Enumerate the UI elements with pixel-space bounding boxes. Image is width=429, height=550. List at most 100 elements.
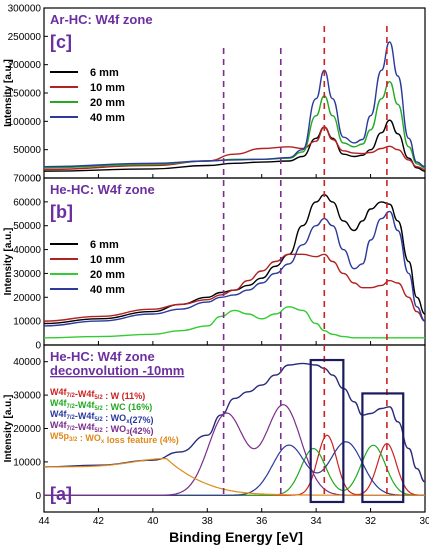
component-label-part: 5/2	[94, 406, 103, 412]
component-label-part: 7/2	[67, 393, 76, 399]
component-label-part: loss feature (4%)	[104, 435, 179, 445]
series-line-2	[44, 306, 425, 339]
component-label-part: 7/2	[67, 415, 76, 421]
y-tick-label: 0	[35, 491, 41, 502]
highlight-boxes-group	[309, 358, 405, 504]
component-label-part: (42%)	[130, 426, 154, 436]
y-tick-label: 30000	[13, 269, 41, 280]
series-line-1	[44, 126, 425, 171]
legend-label: 10 mm	[90, 254, 125, 266]
component-label-part: x	[126, 419, 130, 425]
y-tick-label: 20000	[13, 424, 41, 435]
highlight-box	[361, 392, 405, 504]
component-label-part: 7/2	[67, 426, 76, 432]
component-label-3: W4f7/2-W4f5/2 : WO3(42%)	[50, 420, 154, 436]
component-label-part: : WO	[77, 433, 101, 443]
y-tick-label: 60000	[13, 197, 41, 208]
highlight-box	[309, 358, 345, 504]
y-tick-label: 20000	[13, 293, 41, 304]
component-label-part: W4f	[50, 398, 68, 408]
x-tick-label: 34	[311, 516, 323, 527]
component-label-part: W4f	[50, 387, 68, 397]
y-tick-label: 10000	[13, 457, 41, 468]
series-line-0	[44, 362, 425, 483]
x-tick-label: 30	[419, 516, 429, 527]
component-label-part: : WC (16%)	[103, 402, 153, 412]
component-label-part: (27%)	[130, 415, 154, 425]
component-label-part: : WO	[103, 424, 127, 434]
panel-a: 0 10000 20000 30000 40000 Intensity [a.u.] He-…	[3, 344, 426, 513]
y-axis-label: Intensity [a.u.]	[3, 395, 14, 463]
y-tick-label: 200000	[8, 60, 42, 71]
panel-title: He-HC: W4f zone	[50, 182, 155, 197]
component-label-4: W5p3/2 : WOx loss feature (4%)	[50, 431, 179, 445]
legend-label: 6 mm	[90, 67, 119, 79]
x-tick-label: 40	[147, 516, 159, 527]
x-tick-label: 38	[202, 516, 214, 527]
legend-label: 10 mm	[90, 82, 125, 94]
series-line-0	[44, 119, 425, 172]
y-tick-label: 0	[35, 341, 41, 352]
component-label-part: -W4f	[75, 411, 95, 421]
panel-b: 0 10000 20000 30000 40000 50000 60000 70000 Inte…	[3, 174, 426, 352]
y-tick-label: 50000	[13, 221, 41, 232]
panel-title: Ar-HC: W4f zone	[50, 12, 153, 27]
series-line-3	[44, 41, 425, 168]
component-label-part: 7/2	[67, 404, 76, 410]
component-label-part: x	[101, 439, 105, 445]
y-tick-label: 250000	[8, 32, 42, 43]
plot-area	[44, 41, 425, 172]
legend-label: 20 mm	[90, 269, 125, 281]
x-axis: 44 42 40 38 36 34 32 30	[38, 174, 429, 527]
y-tick-label: 0	[35, 174, 41, 185]
legend-label: 6 mm	[90, 239, 119, 251]
y-tick-label: 40000	[13, 245, 41, 256]
component-label-1: W4f7/2-W4f5/2 : WC (16%)	[50, 398, 152, 412]
component-label-part: : WO	[103, 413, 127, 423]
panel-letter: [a]	[50, 484, 72, 504]
y-axis-label: Intensity [a.u.]	[3, 228, 14, 296]
component-label-part: 3	[126, 430, 130, 436]
panel-letter: [b]	[50, 202, 73, 222]
y-tick-label: 100000	[8, 117, 42, 128]
reference-lines-group	[222, 26, 388, 498]
component-label-part: W4f	[50, 409, 68, 419]
legend-label: 40 mm	[90, 284, 125, 296]
component-label-part: -W4f	[75, 400, 95, 410]
component-label-part: 5/2	[94, 395, 103, 401]
y-axis-label: Intensity [a.u.]	[3, 59, 14, 127]
component-label-part: W5p	[50, 431, 70, 441]
component-label-part: 5/2	[94, 428, 103, 434]
component-label-part: 3/2	[69, 437, 78, 443]
y-tick-label: 70000	[13, 174, 41, 185]
panel-subtitle: deconvolution -10mm	[50, 363, 184, 378]
component-label-part: -W4f	[75, 422, 95, 432]
y-tick-label: 300000	[8, 4, 42, 15]
y-tick-label: 40000	[13, 357, 41, 368]
component-label-2: W4f7/2-W4f5/2 : WOx(27%)	[50, 409, 154, 425]
y-tick-label: 10000	[13, 317, 41, 328]
component-label-part: W4f	[50, 420, 68, 430]
component-label-part: : W (11%)	[103, 391, 146, 401]
series-line-1	[44, 253, 425, 322]
x-tick-label: 42	[93, 516, 105, 527]
series-line-0	[44, 193, 425, 325]
panels-group: 050000100000150000200000250000300000Inte…	[3, 4, 426, 513]
legend-label: 40 mm	[90, 112, 125, 124]
component-curve-5	[44, 458, 425, 496]
plot-area	[44, 193, 425, 339]
component-label-0: W4f7/2-W4f5/2 : W (11%)	[50, 387, 145, 401]
y-tick-label: 30000	[13, 391, 41, 402]
panel-title: He-HC: W4f zone	[50, 349, 155, 364]
legend-label: 20 mm	[90, 97, 125, 109]
component-label-part: -W4f	[75, 389, 95, 399]
panel-letter: [c]	[50, 32, 72, 52]
x-tick-label: 36	[256, 516, 268, 527]
x-tick-label: 32	[365, 516, 377, 527]
panel-c: 0 50000 100000 150000 200000 250000 300000 Inte…	[3, 4, 426, 185]
x-tick-label: 44	[38, 516, 50, 527]
x-axis-label: Binding Energy [eV]	[169, 529, 303, 545]
y-tick-label: 150000	[8, 89, 42, 100]
component-label-part: 5/2	[94, 417, 103, 423]
